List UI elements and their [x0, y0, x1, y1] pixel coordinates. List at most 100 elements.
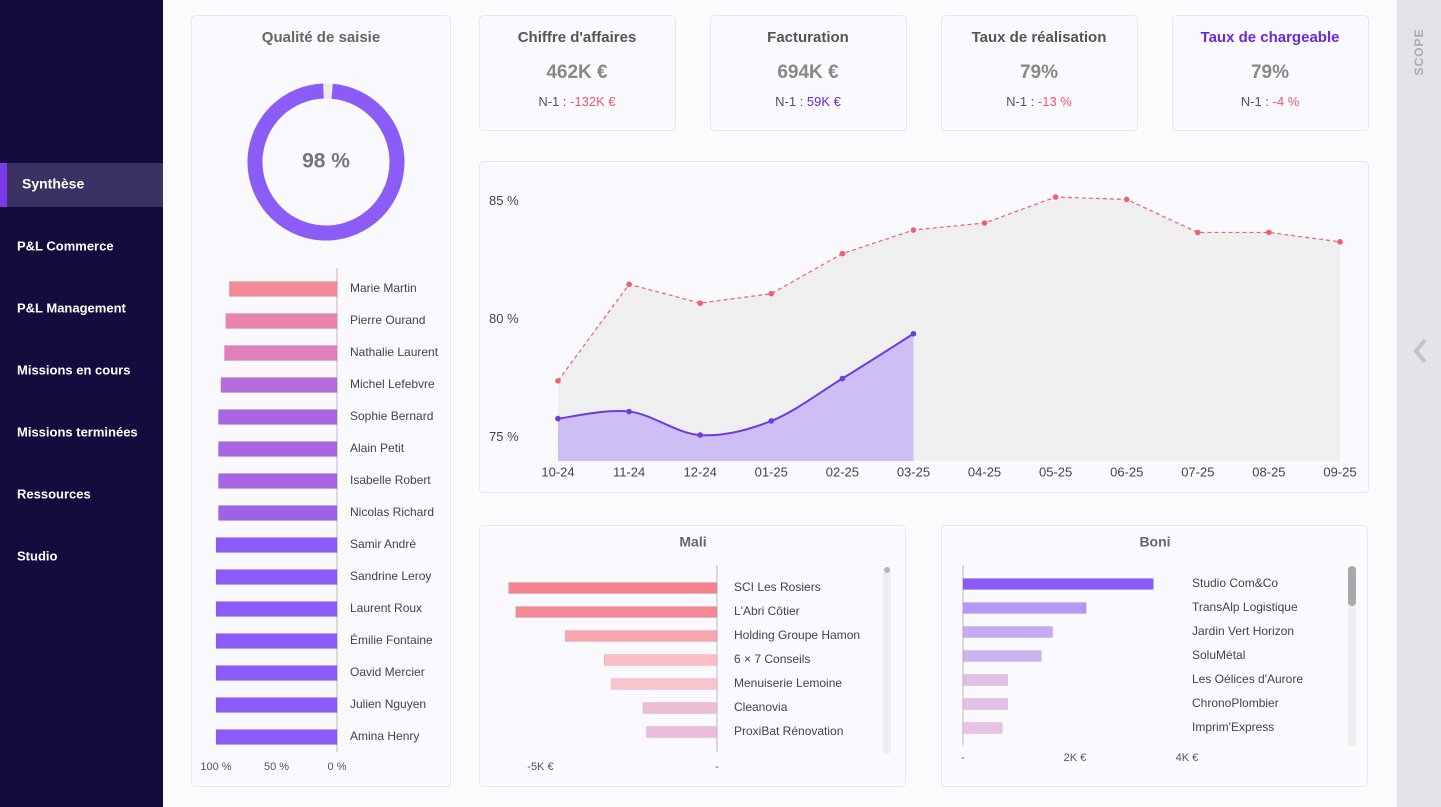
- bar: [962, 626, 1053, 638]
- bar-label: ProxiBat Rénovation: [734, 724, 843, 738]
- kpi-n1-value: -132K €: [570, 94, 616, 109]
- kpi-n1-value: -4 %: [1273, 94, 1300, 109]
- bar-label: Oavid Mercier: [350, 665, 425, 679]
- kpi-title: Chiffre d'affaires: [518, 29, 637, 46]
- nav-active-bg: [0, 163, 163, 207]
- kpi-n1: N-1 : -13 %: [1006, 94, 1072, 109]
- bar-label: Pierre Ourand: [350, 313, 425, 327]
- bar-label: Les Oélices d'Aurore: [1192, 672, 1303, 686]
- nav-item[interactable]: Synthèse: [22, 176, 84, 192]
- x-tick-label: 08-25: [1252, 464, 1285, 479]
- point: [555, 415, 561, 422]
- x-tick-label: 04-25: [968, 464, 1001, 479]
- bar-label: Amina Henry: [350, 729, 419, 743]
- line: [557, 332, 914, 437]
- area: [558, 197, 1340, 461]
- bar-label: Cleanovia: [734, 700, 788, 714]
- bar: [218, 473, 338, 489]
- card-title: Mali: [679, 534, 706, 550]
- bar-label: Sandrine Leroy: [350, 569, 431, 583]
- point: [1123, 196, 1130, 203]
- point: [697, 300, 703, 306]
- bar: [962, 674, 1009, 686]
- kpi-card: [479, 15, 676, 131]
- chevron[interactable]: [1413, 338, 1427, 364]
- bar-label: Sophie Bernard: [350, 409, 433, 423]
- bar: [962, 650, 1042, 662]
- bar-label: SoluMétal: [1192, 648, 1245, 662]
- scrollbar-thumb[interactable]: [1348, 566, 1356, 606]
- bar: [218, 505, 338, 521]
- x-tick-label: 2K €: [1064, 752, 1087, 764]
- bar-label: Holding Groupe Hamon: [734, 628, 860, 642]
- kpi-n1: N-1 : -4 %: [1241, 94, 1300, 109]
- x-tick-label: -: [961, 752, 965, 764]
- kpi-n1-label: N-1 :: [1241, 94, 1269, 109]
- bar-label: Nathalie Laurent: [350, 345, 439, 359]
- point: [910, 227, 917, 233]
- bar-label: Nicolas Richard: [350, 505, 434, 519]
- nav-item[interactable]: Studio: [17, 548, 57, 563]
- bar-label: Menuiserie Lemoine: [734, 676, 842, 690]
- y-tick-label: 80 %: [489, 311, 519, 326]
- kpi-value: 79%: [1020, 62, 1058, 83]
- card-title: Boni: [1139, 534, 1170, 550]
- bar: [215, 665, 338, 681]
- point: [839, 250, 846, 257]
- point: [1337, 239, 1343, 245]
- point: [981, 220, 988, 226]
- nav-item[interactable]: Missions terminées: [17, 424, 138, 439]
- point: [1266, 229, 1272, 236]
- x-tick-label: -: [715, 761, 719, 773]
- nav-item[interactable]: P&L Management: [17, 300, 127, 315]
- bar-label: Julien Nguyen: [350, 697, 426, 711]
- bar-label: ChronoPlombier: [1192, 696, 1279, 710]
- bar: [962, 698, 1009, 710]
- bar: [610, 678, 718, 690]
- x-tick-label: -5K €: [527, 761, 553, 773]
- point: [697, 432, 703, 438]
- bar-label: Studio Com&Co: [1192, 576, 1278, 590]
- kpi-n1-value: -13 %: [1038, 94, 1072, 109]
- bar: [220, 377, 338, 393]
- bar-label: Alain Petit: [350, 441, 405, 455]
- scope-label[interactable]: SCOPE: [1412, 28, 1426, 75]
- bar-label: L'Abri Côtier: [734, 604, 800, 618]
- bar-label: Isabelle Robert: [350, 473, 431, 487]
- scrollbar-thumb[interactable]: [884, 567, 890, 573]
- bar: [215, 537, 338, 553]
- bar: [646, 726, 718, 738]
- bar: [218, 441, 338, 457]
- kpi-title: Taux de réalisation: [972, 29, 1107, 46]
- point: [768, 418, 775, 424]
- nav-item[interactable]: Missions en cours: [17, 362, 130, 377]
- scope-panel[interactable]: [1397, 0, 1441, 807]
- bar: [962, 578, 1154, 590]
- kpi-n1-value: 59K €: [807, 94, 842, 109]
- x-tick-label: 0 %: [328, 761, 347, 773]
- bar-label: 6 × 7 Conseils: [734, 652, 810, 666]
- point: [555, 378, 561, 384]
- bar: [218, 409, 338, 425]
- kpi-card: [710, 15, 907, 131]
- kpi-title: Facturation: [767, 29, 849, 46]
- x-tick-label: 06-25: [1110, 464, 1143, 479]
- nav-item[interactable]: P&L Commerce: [17, 238, 114, 253]
- kpi-value: 79%: [1251, 62, 1289, 83]
- x-tick-label: 10-24: [541, 464, 574, 479]
- x-tick-label: 12-24: [684, 464, 717, 479]
- bar: [962, 722, 1003, 734]
- point: [1195, 229, 1201, 236]
- kpi-title: Taux de chargeable: [1201, 29, 1340, 46]
- bar: [229, 281, 338, 297]
- bar: [215, 601, 338, 617]
- bar: [508, 582, 718, 594]
- scrollbar[interactable]: [883, 568, 891, 754]
- card: [941, 525, 1368, 787]
- nav-item[interactable]: Ressources: [17, 486, 91, 501]
- bar: [962, 602, 1087, 614]
- gauge-label: 98 %: [302, 150, 350, 173]
- kpi-n1-label: N-1 :: [538, 94, 566, 109]
- scrollbar[interactable]: [1348, 566, 1356, 746]
